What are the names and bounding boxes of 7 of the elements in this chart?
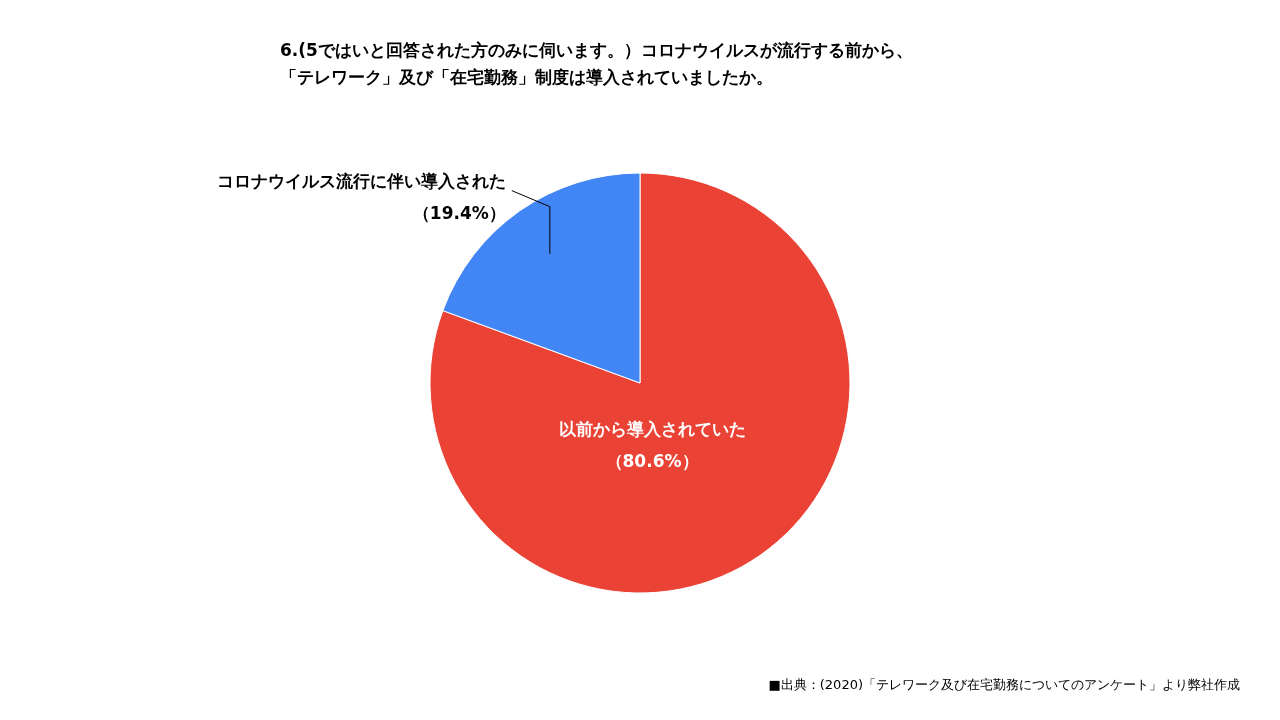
- slice-label: 以前から導入されていた: [558, 419, 746, 439]
- chart-subtitle: 「テレワーク」及び「在宅勤務」制度は導入されていましたか。: [280, 67, 773, 87]
- text: ■出典：(2020)「テレワーク及び在宅勤務についてのアンケート」より弊社作成: [768, 677, 1240, 692]
- data-label: （19.4%）: [412, 202, 506, 223]
- data-label: （80.6%）: [605, 451, 699, 471]
- slice-label: コロナウイルス流行に伴い導入された: [216, 170, 506, 191]
- chart-title: 6.(5ではいと回答された方のみに伺います。）コロナウイルスが流行する前から、: [280, 40, 913, 60]
